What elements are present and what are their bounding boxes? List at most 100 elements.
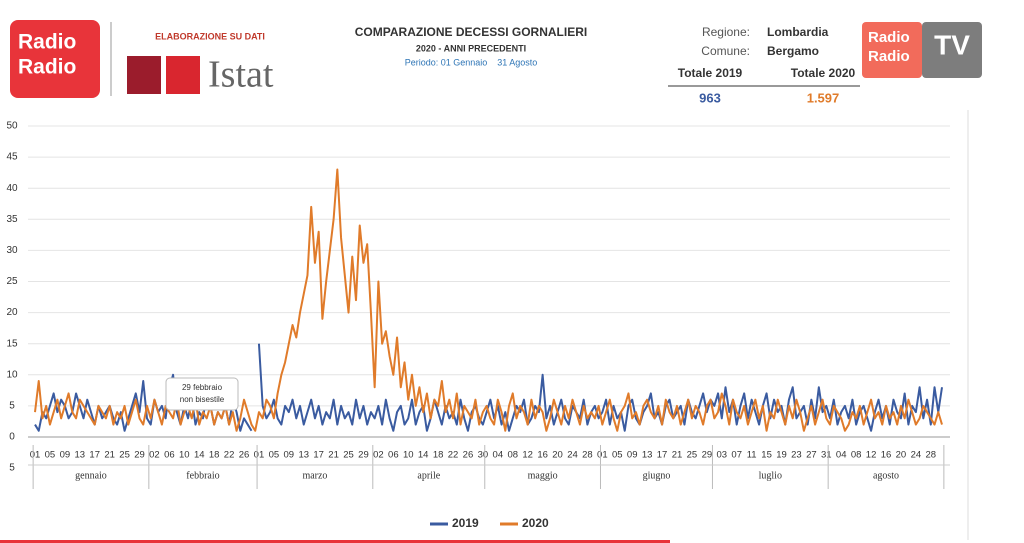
y-tick-label: 0 bbox=[9, 432, 15, 443]
x-tick-label: 07 bbox=[731, 450, 742, 461]
annotation: non bisestile bbox=[180, 395, 225, 404]
x-tick-label: 29 bbox=[702, 450, 713, 461]
x-tick-label: 04 bbox=[493, 450, 504, 461]
x-tick-label: 25 bbox=[119, 450, 130, 461]
x-tick-label: 01 bbox=[597, 450, 608, 461]
y-tick-label: 10 bbox=[6, 369, 18, 380]
month-label: marzo bbox=[302, 470, 327, 481]
x-tick-label: 20 bbox=[896, 450, 907, 461]
x-tick-label: 05 bbox=[612, 450, 623, 461]
x-tick-label: 24 bbox=[911, 450, 922, 461]
y-tick-label: 40 bbox=[6, 183, 18, 194]
x-tick-label: 05 bbox=[269, 450, 280, 461]
x-tick-label: 12 bbox=[522, 450, 533, 461]
month-label: gennaio bbox=[75, 470, 107, 481]
annotation: 29 febbraio bbox=[182, 383, 223, 392]
legend-label: 2020 bbox=[522, 516, 549, 530]
x-tick-label: 06 bbox=[164, 450, 175, 461]
istat-mark bbox=[166, 56, 200, 94]
logo-text: Radio bbox=[868, 29, 910, 46]
y-tick-label: 45 bbox=[6, 152, 18, 163]
x-tick-label: 01 bbox=[254, 450, 265, 461]
legend-label: 2019 bbox=[452, 516, 479, 530]
x-tick-label: 26 bbox=[239, 450, 250, 461]
x-tick-label: 25 bbox=[687, 450, 698, 461]
x-tick-label: 17 bbox=[657, 450, 668, 461]
month-label: aprile bbox=[417, 470, 440, 481]
x-tick-label: 29 bbox=[358, 450, 369, 461]
chart-subtitle: 2020 - ANNI PRECEDENTI bbox=[416, 43, 526, 53]
x-tick-label: 04 bbox=[836, 450, 847, 461]
x-tick-label: 19 bbox=[776, 450, 787, 461]
total-label: Totale 2020 bbox=[791, 66, 856, 80]
logo-text: Radio bbox=[868, 48, 910, 65]
x-tick-label: 16 bbox=[881, 450, 892, 461]
x-tick-label: 10 bbox=[403, 450, 414, 461]
x-tick-label: 21 bbox=[328, 450, 339, 461]
x-tick-label: 08 bbox=[507, 450, 518, 461]
x-tick-label: 21 bbox=[672, 450, 683, 461]
x-tick-label: 21 bbox=[104, 450, 115, 461]
x-tick-label: 03 bbox=[716, 450, 727, 461]
x-tick-label: 18 bbox=[433, 450, 444, 461]
town: Bergamo bbox=[767, 44, 819, 58]
istat-mark bbox=[127, 56, 161, 94]
x-tick-label: 06 bbox=[388, 450, 399, 461]
x-tick-label: 23 bbox=[791, 450, 802, 461]
y-tick-label: 35 bbox=[6, 214, 18, 225]
x-tick-label: 22 bbox=[448, 450, 459, 461]
x-tick-label: 31 bbox=[821, 450, 832, 461]
y-tick-label: 15 bbox=[6, 338, 18, 349]
y-tick-label: 20 bbox=[6, 307, 18, 318]
y-tick-label: 5 bbox=[9, 401, 15, 412]
total-2020: 1.597 bbox=[807, 90, 840, 105]
x-tick-label: 13 bbox=[298, 450, 309, 461]
x-tick-label: 16 bbox=[537, 450, 548, 461]
x-tick-label: 17 bbox=[313, 450, 324, 461]
x-tick-label: 09 bbox=[60, 450, 71, 461]
month-label: febbraio bbox=[186, 470, 219, 481]
x-tick-label: 13 bbox=[75, 450, 86, 461]
y-tick-label: 5 bbox=[9, 463, 15, 474]
source-name: Istat bbox=[208, 54, 274, 96]
x-tick-label: 10 bbox=[179, 450, 190, 461]
x-tick-label: 27 bbox=[806, 450, 817, 461]
logo-text: Radio bbox=[18, 56, 76, 79]
x-tick-label: 02 bbox=[149, 450, 160, 461]
x-tick-label: 15 bbox=[761, 450, 772, 461]
total-2019: 963 bbox=[699, 90, 721, 105]
region: Lombardia bbox=[767, 25, 829, 39]
x-tick-label: 28 bbox=[582, 450, 593, 461]
x-tick-label: 14 bbox=[418, 450, 429, 461]
region-label: Regione: bbox=[702, 25, 750, 39]
progress-bar bbox=[0, 540, 670, 543]
x-tick-label: 05 bbox=[45, 450, 56, 461]
x-tick-label: 30 bbox=[478, 450, 489, 461]
x-tick-label: 26 bbox=[463, 450, 474, 461]
logo-box bbox=[10, 20, 100, 98]
x-tick-label: 13 bbox=[642, 450, 653, 461]
month-label: maggio bbox=[528, 470, 558, 481]
x-tick-label: 09 bbox=[284, 450, 295, 461]
y-tick-label: 30 bbox=[6, 245, 18, 256]
month-label: luglio bbox=[759, 470, 782, 481]
x-tick-label: 29 bbox=[134, 450, 145, 461]
x-tick-label: 22 bbox=[224, 450, 235, 461]
x-tick-label: 28 bbox=[926, 450, 937, 461]
y-tick-label: 25 bbox=[6, 276, 18, 287]
x-tick-label: 18 bbox=[209, 450, 220, 461]
y-tick-label: 50 bbox=[6, 121, 18, 132]
period: Periodo: 01 Gennaio 31 Agosto bbox=[405, 57, 538, 67]
logo-box bbox=[922, 22, 982, 78]
x-tick-label: 09 bbox=[627, 450, 638, 461]
chart-title: COMPARAZIONE DECESSI GORNALIERI bbox=[355, 25, 587, 39]
x-tick-label: 11 bbox=[747, 450, 757, 461]
logo-text: TV bbox=[934, 29, 970, 60]
town-label: Comune: bbox=[701, 44, 750, 58]
total-label: Totale 2019 bbox=[678, 66, 743, 80]
x-tick-label: 14 bbox=[194, 450, 205, 461]
x-tick-label: 12 bbox=[866, 450, 877, 461]
x-tick-label: 20 bbox=[552, 450, 563, 461]
annotation-box bbox=[165, 377, 239, 411]
